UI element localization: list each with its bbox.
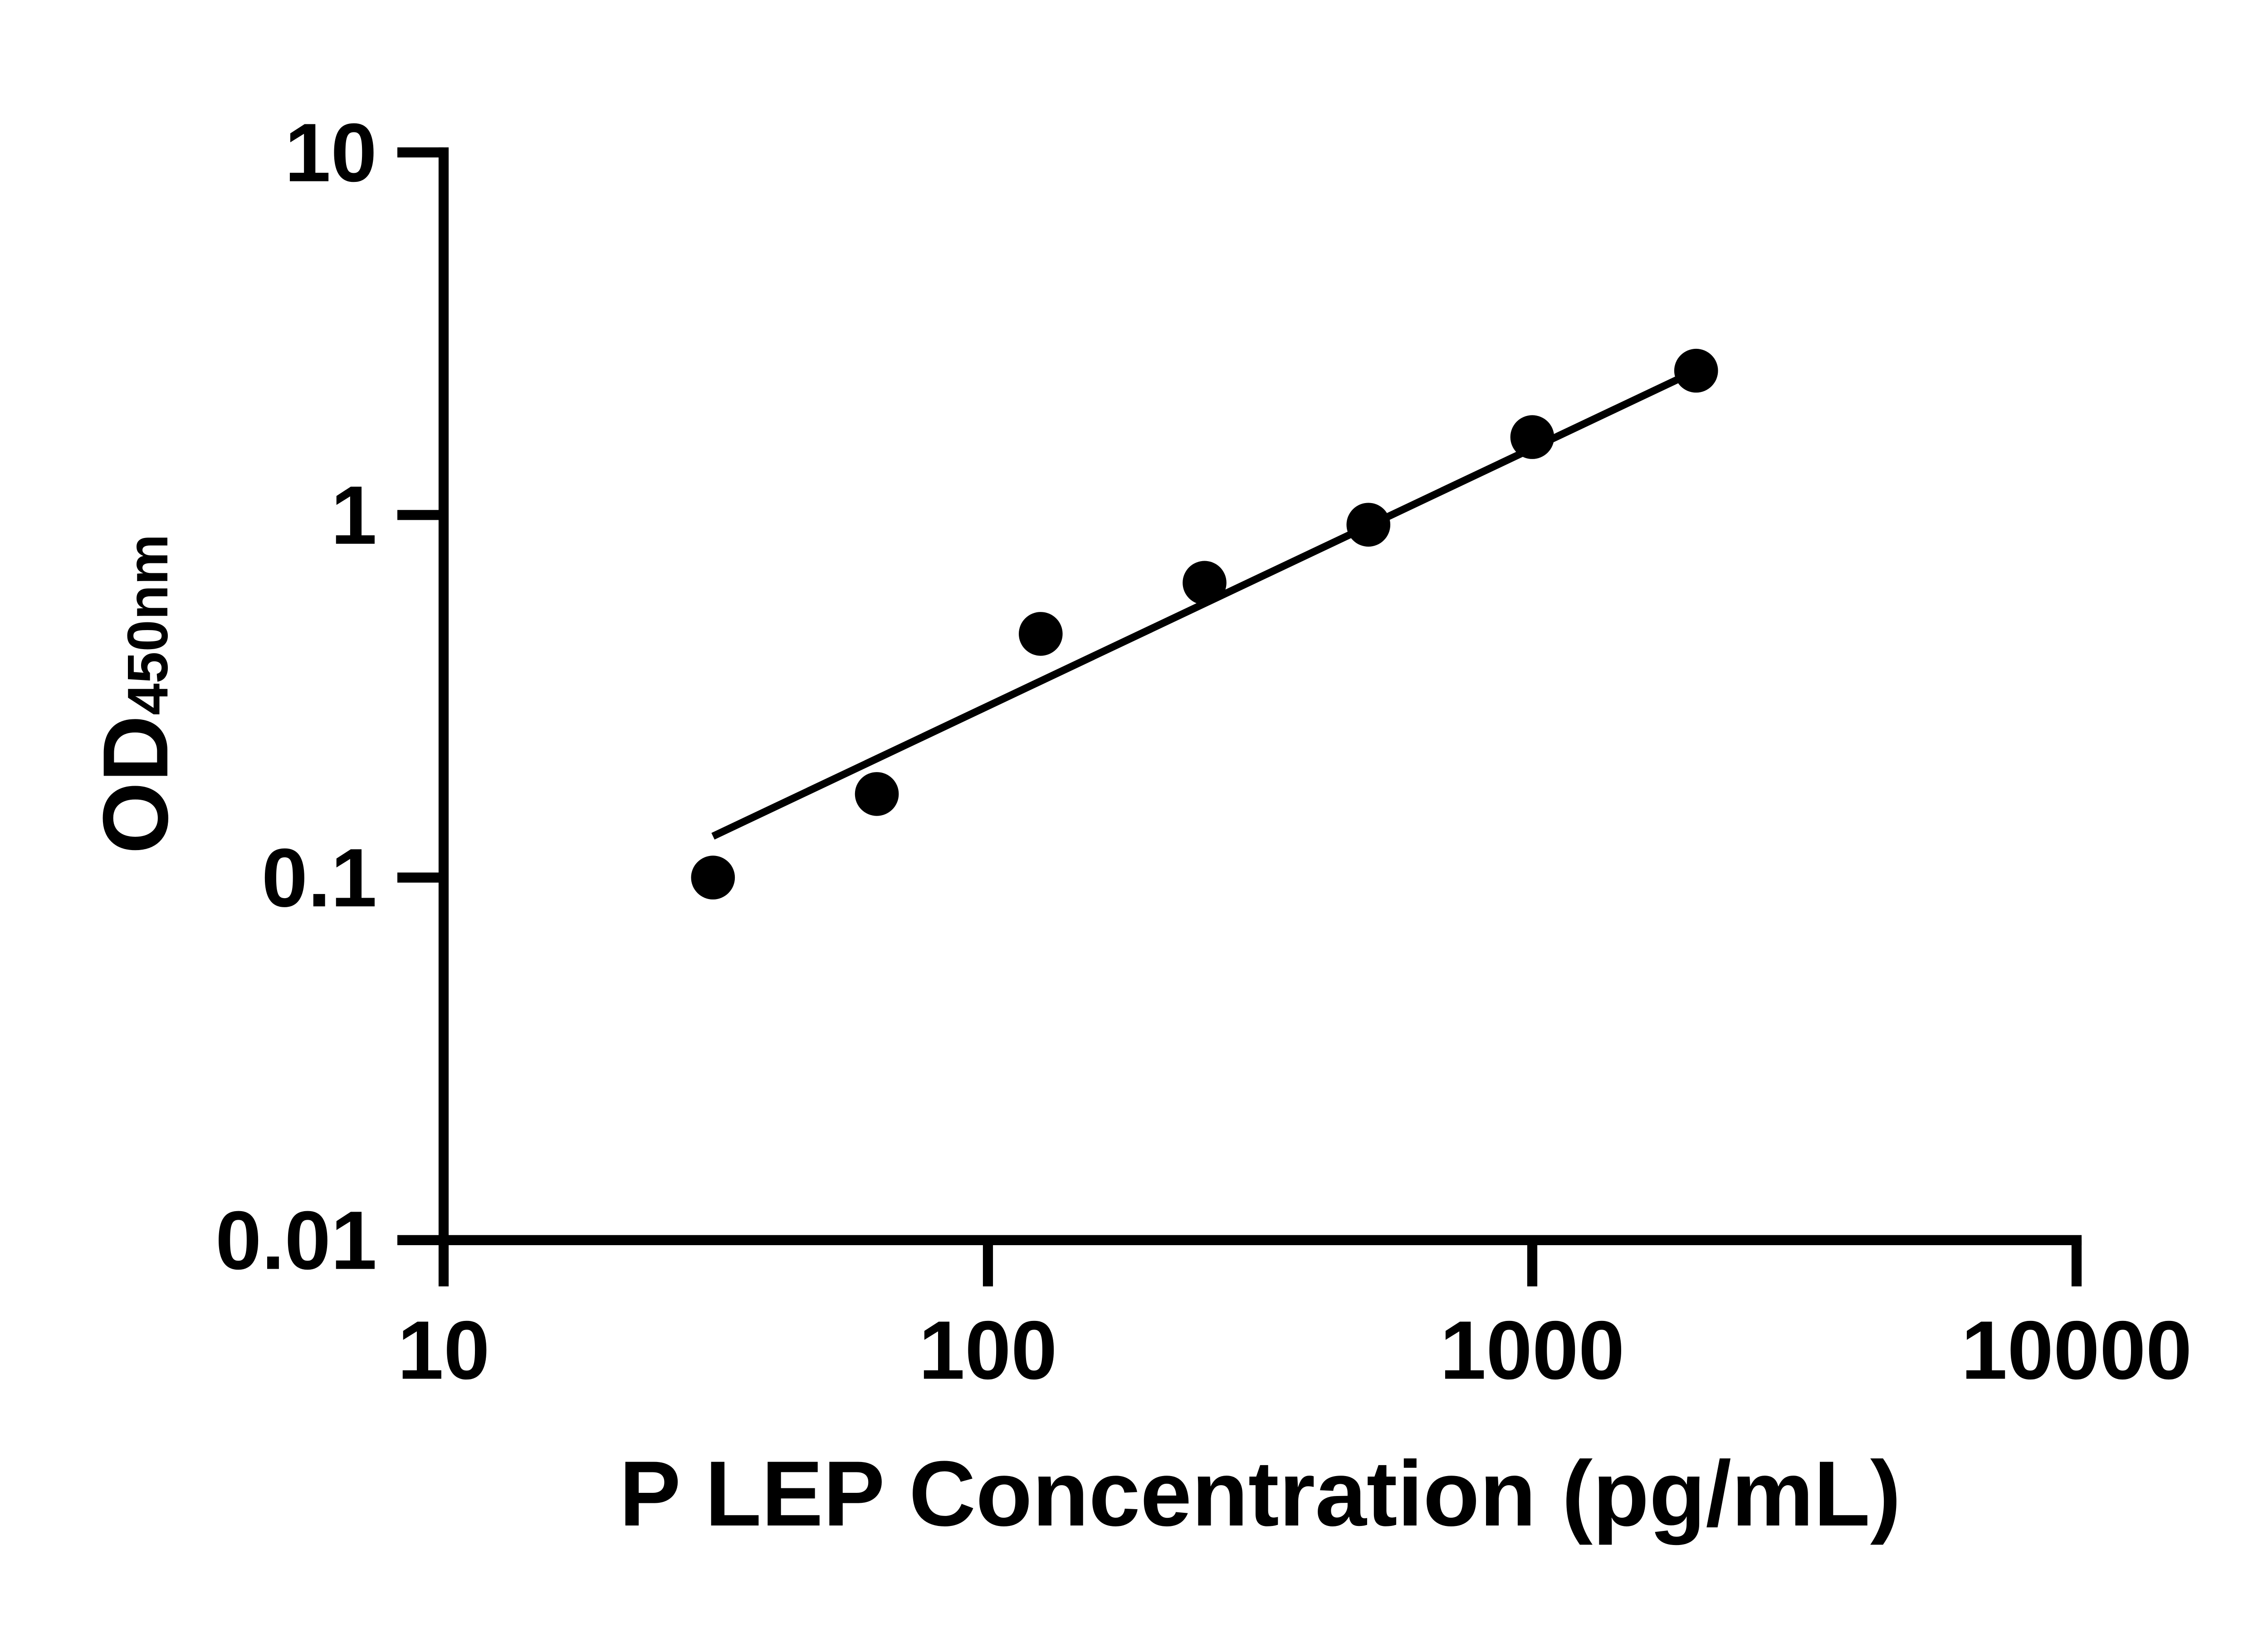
y-tick-label-0.1: 0.1 (262, 831, 377, 924)
x-axis-title: P LEP Concentration (pg/mL) (619, 1442, 1901, 1546)
data-point-125 (1018, 612, 1063, 656)
x-tick-label-10000: 10000 (1961, 1304, 2192, 1397)
y-tick-label-0.01: 0.01 (215, 1193, 377, 1286)
y-tick-label-10: 10 (284, 106, 377, 199)
y-tick-label-1: 1 (331, 469, 377, 562)
data-point-2000 (1674, 348, 1718, 393)
data-point-250 (1183, 561, 1227, 605)
x-tick-label-1000: 1000 (1440, 1304, 1624, 1397)
data-point-62.5 (855, 772, 899, 816)
axes-frame (438, 147, 2082, 1245)
y-axis-title: OD 450nm (79, 495, 193, 893)
data-point-1000 (1510, 415, 1554, 459)
y-axis-title-main: OD (84, 715, 188, 854)
data-point-500 (1346, 503, 1391, 547)
x-tick-label-10: 10 (397, 1304, 490, 1397)
data-point-31.25 (691, 856, 735, 900)
y-axis-title-subscript: 450nm (116, 534, 180, 715)
x-tick-label-100: 100 (919, 1304, 1057, 1397)
